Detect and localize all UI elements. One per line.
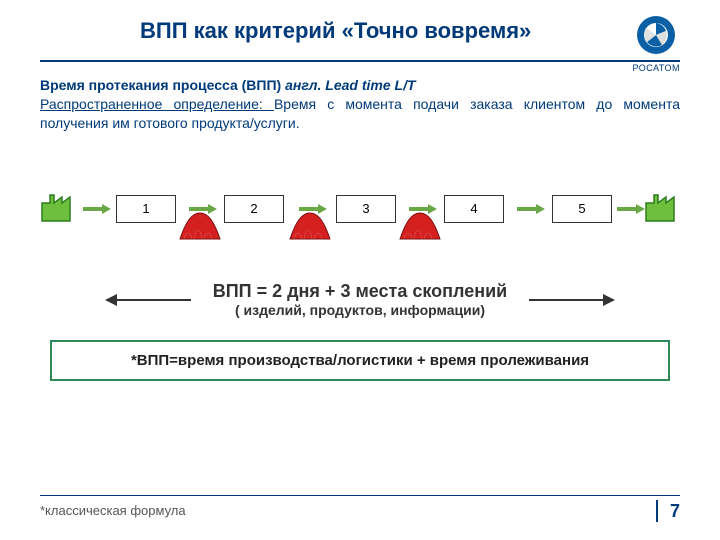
arrow-left-icon [103, 290, 193, 310]
formula-box: *ВПП=время производства/логистики + врем… [50, 340, 670, 381]
intro-underline: Распространенное определение: [40, 96, 274, 112]
mid-line1: ВПП = 2 дня + 3 места скоплений [213, 281, 508, 302]
flow-arrow-icon [516, 203, 546, 215]
divider-bottom [40, 495, 680, 496]
intro-bold: Время протекания процесса (ВПП) [40, 77, 285, 93]
rosatom-logo: РОСАТОМ [633, 14, 681, 73]
accumulation-pile-icon [178, 211, 222, 241]
process-step-box: 3 [336, 195, 396, 223]
accumulation-pile-icon [288, 211, 332, 241]
flow-arrow-icon [616, 203, 646, 215]
mid-row: ВПП = 2 дня + 3 места скоплений ( издели… [40, 281, 680, 318]
slide-title: ВПП как критерий «Точно вовремя» [140, 18, 540, 44]
factory-end-icon [644, 191, 680, 223]
process-step-box: 2 [224, 195, 284, 223]
flow-arrow-icon [82, 203, 112, 215]
intro-text: Время протекания процесса (ВПП) англ. Le… [40, 76, 680, 133]
process-diagram: 1 2 3 4 5 [40, 173, 680, 263]
process-step-box: 5 [552, 195, 612, 223]
page-number-bar [656, 500, 658, 522]
mid-line2: ( изделий, продуктов, информации) [213, 302, 508, 318]
arrow-right-icon [527, 290, 617, 310]
factory-start-icon [40, 191, 76, 223]
page-number: 7 [670, 501, 680, 522]
process-step-box: 4 [444, 195, 504, 223]
rosatom-logo-icon [635, 14, 677, 56]
divider-top [40, 60, 680, 62]
accumulation-pile-icon [398, 211, 442, 241]
footer-note: *классическая формула [40, 503, 186, 518]
intro-italic: англ. Lead time L/T [285, 77, 415, 93]
process-step-box: 1 [116, 195, 176, 223]
rosatom-logo-label: РОСАТОМ [633, 63, 681, 73]
